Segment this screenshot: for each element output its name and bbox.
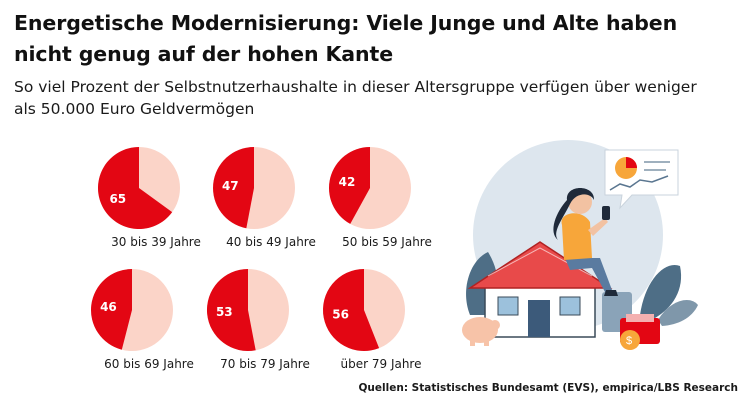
pie-value-slice bbox=[91, 269, 132, 350]
pie-svg: 53 bbox=[206, 269, 289, 351]
pie-value-label: 53 bbox=[216, 305, 233, 319]
pie-chart-60-69: 46 60 bis 69 Jahre bbox=[89, 267, 209, 407]
pie-value-label: 42 bbox=[339, 175, 356, 189]
pie-value-label: 47 bbox=[222, 179, 239, 193]
chart-title: Energetische Modernisierung: Viele Junge… bbox=[14, 11, 678, 66]
pie-category-label: 40 bis 49 Jahre bbox=[226, 235, 316, 249]
pie-chart-70-79: 53 70 bis 79 Jahre bbox=[205, 267, 325, 407]
pie-category-label: 70 bis 79 Jahre bbox=[220, 357, 310, 371]
pie-chart-over-79: 56 über 79 Jahre bbox=[321, 267, 441, 407]
woman-on-house-with-phone-icon: $ bbox=[462, 140, 698, 350]
pie-value-slice bbox=[213, 147, 254, 229]
pie-value-label: 46 bbox=[100, 300, 117, 314]
chart-subtitle: So viel Prozent der Selbstnutzerhaushalt… bbox=[14, 78, 697, 118]
pie-chart-40-49: 47 40 bis 49 Jahre bbox=[211, 145, 331, 285]
pie-svg: 42 bbox=[328, 147, 411, 229]
source-note: Quellen: Statistisches Bundesamt (EVS), … bbox=[358, 382, 739, 394]
pie-category-label: 50 bis 59 Jahre bbox=[342, 235, 432, 249]
pie-chart-30-39: 65 30 bis 39 Jahre bbox=[96, 145, 216, 285]
pie-category-label: 60 bis 69 Jahre bbox=[104, 357, 194, 371]
pie-svg: 46 bbox=[91, 269, 173, 351]
pie-svg: 47 bbox=[213, 147, 295, 229]
pie-value-label: 56 bbox=[332, 308, 349, 322]
svg-text:$: $ bbox=[626, 335, 632, 347]
pie-value-label: 65 bbox=[109, 192, 126, 206]
pie-svg: 56 bbox=[322, 269, 405, 351]
pie-value-slice bbox=[206, 269, 256, 351]
pie-chart-50-59: 42 50 bis 59 Jahre bbox=[327, 145, 447, 285]
pie-category-label: 30 bis 39 Jahre bbox=[111, 235, 201, 249]
pie-svg: 65 bbox=[98, 147, 180, 229]
pie-value-slice bbox=[328, 147, 370, 224]
pie-value-slice bbox=[98, 147, 173, 229]
pie-value-slice bbox=[322, 269, 380, 351]
pie-category-label: über 79 Jahre bbox=[340, 357, 422, 371]
